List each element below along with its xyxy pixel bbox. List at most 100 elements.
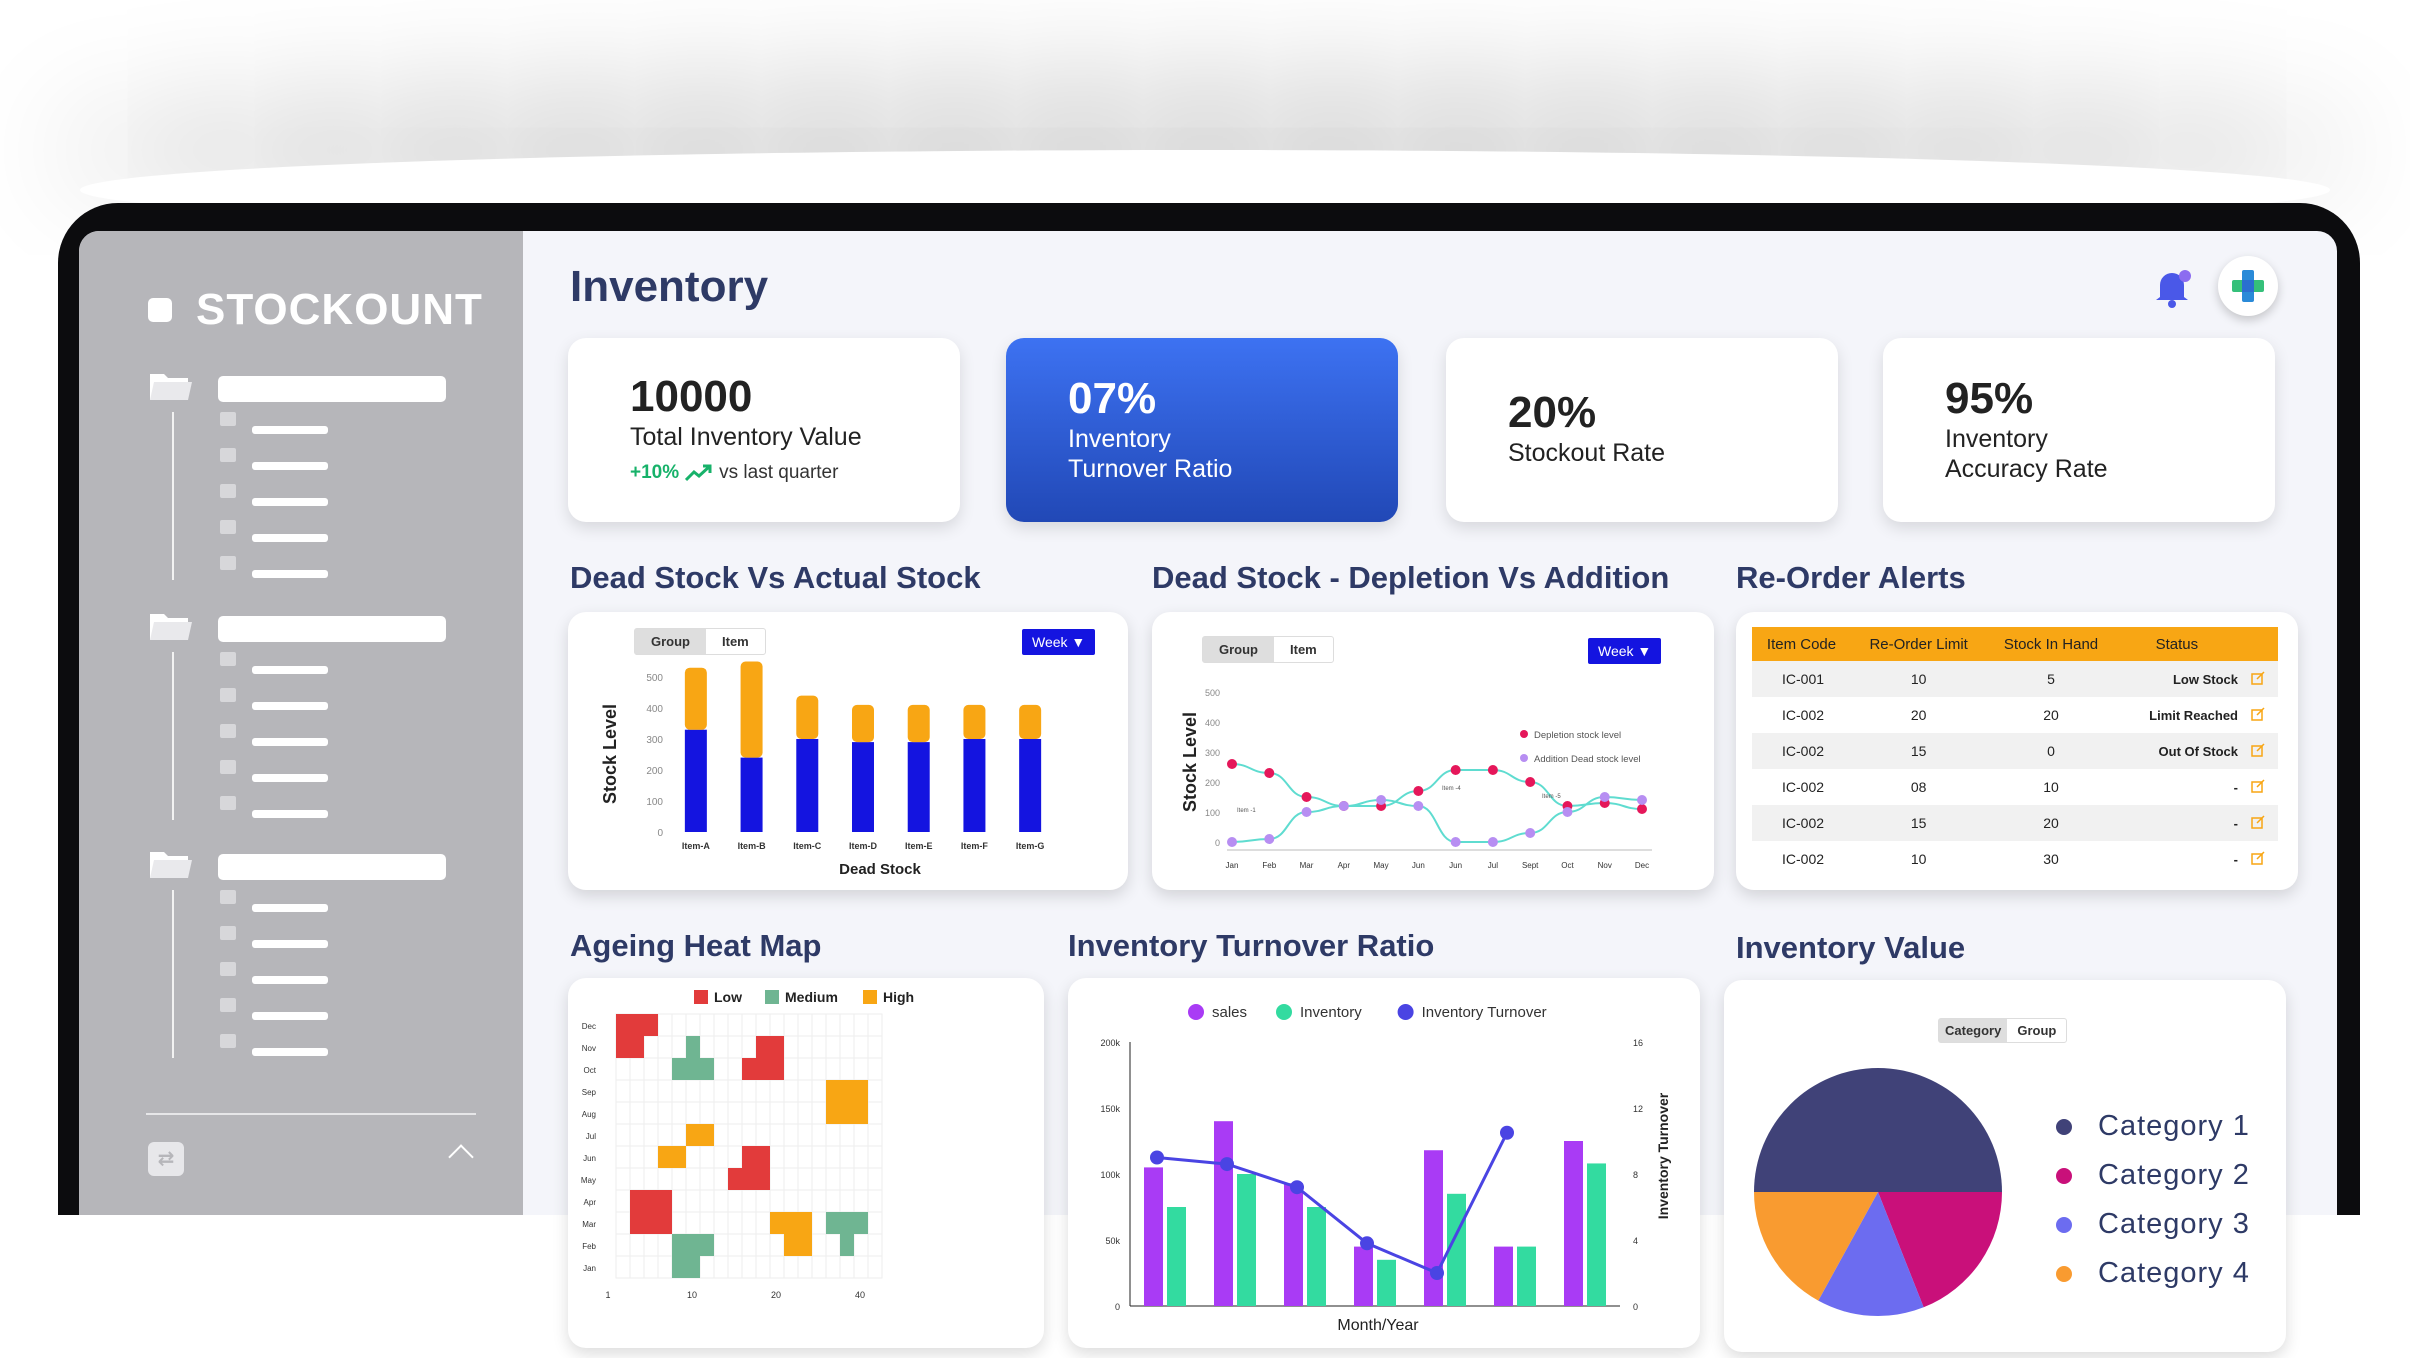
sidebar-folder-label[interactable] bbox=[218, 854, 446, 880]
heatmap-grid-cell bbox=[811, 1079, 827, 1103]
toggle-group[interactable]: Group bbox=[635, 629, 706, 654]
sidebar-divider bbox=[146, 1113, 476, 1115]
heatmap-grid-cell bbox=[839, 1123, 855, 1147]
table-row[interactable]: IC-002 20 20 Limit Reached bbox=[1752, 697, 2278, 733]
toggle-item[interactable]: Item bbox=[1290, 642, 1317, 657]
heatmap-grid-cell bbox=[755, 1013, 771, 1037]
toggle-group[interactable]: Group bbox=[2017, 1023, 2057, 1038]
heatmap-grid-cell bbox=[811, 1101, 827, 1125]
x-tick-label: Nov bbox=[1598, 861, 1612, 870]
edit-icon[interactable] bbox=[2238, 733, 2278, 769]
heatmap-grid-cell bbox=[755, 1189, 771, 1213]
table-row[interactable]: IC-002 15 0 Out Of Stock bbox=[1752, 733, 2278, 769]
turnover-point bbox=[1430, 1266, 1444, 1280]
heatmap-grid-cell bbox=[713, 1035, 729, 1059]
x-tick-label: Oct bbox=[1561, 861, 1574, 870]
table-row[interactable]: IC-001 10 5 Low Stock bbox=[1752, 661, 2278, 697]
sidebar-item-label[interactable] bbox=[252, 976, 328, 984]
heatmap-grid-cell bbox=[629, 1123, 645, 1147]
table-row[interactable]: IC-002 15 20- bbox=[1752, 805, 2278, 841]
heatmap-grid-cell bbox=[867, 1057, 883, 1081]
group-item-toggle[interactable]: Group Item bbox=[1202, 636, 1334, 663]
sidebar-item-label[interactable] bbox=[252, 810, 328, 818]
y-tick-label: Jul bbox=[586, 1132, 596, 1141]
kpi-label-line2: Turnover Ratio bbox=[1068, 455, 1233, 483]
edit-icon[interactable] bbox=[2238, 841, 2278, 877]
column-header: Re-Order Limit bbox=[1851, 627, 1987, 661]
sidebar-item-label[interactable] bbox=[252, 904, 328, 912]
heatmap-grid-cell bbox=[699, 1145, 715, 1169]
edit-icon[interactable] bbox=[2238, 697, 2278, 733]
sidebar-item-label[interactable] bbox=[252, 702, 328, 710]
heatmap-grid-cell bbox=[643, 1057, 659, 1081]
toggle-group[interactable]: Group bbox=[1203, 637, 1274, 662]
heatmap-grid-cell bbox=[643, 1145, 659, 1169]
folder-icon[interactable] bbox=[148, 608, 192, 642]
sidebar-item-label[interactable] bbox=[252, 940, 328, 948]
toggle-category[interactable]: Category bbox=[1939, 1019, 2008, 1042]
kpi-value: 10000 bbox=[630, 372, 753, 421]
kpi-turnover-ratio[interactable]: 07% Inventory Turnover Ratio bbox=[1006, 338, 1398, 522]
sidebar-item-label[interactable] bbox=[252, 426, 328, 434]
sales-bar bbox=[1284, 1183, 1303, 1306]
toggle-item[interactable]: Item bbox=[722, 634, 749, 649]
heatmap-grid-cell bbox=[727, 1211, 743, 1235]
notification-bell-icon[interactable] bbox=[2150, 265, 2194, 309]
table-cell: 30 bbox=[2043, 851, 2059, 867]
table-cell: - bbox=[2233, 779, 2238, 795]
pie-legend: Category 1 Category 2 Category 3 Category 4 bbox=[2056, 1102, 2250, 1298]
heatmap-grid-cell bbox=[867, 1255, 883, 1279]
edit-icon[interactable] bbox=[2238, 769, 2278, 805]
group-item-toggle[interactable]: Group Item bbox=[634, 628, 766, 655]
category-group-toggle[interactable]: Category Group bbox=[1938, 1018, 2068, 1043]
heatmap-grid-cell bbox=[769, 1167, 785, 1191]
sidebar-item-label[interactable] bbox=[252, 570, 328, 578]
heatmap-grid-cell bbox=[853, 1013, 869, 1037]
table-cell: IC-002 bbox=[1782, 779, 1825, 795]
table-row[interactable]: IC-002 10 30 - bbox=[1752, 841, 2278, 877]
sidebar-item-label[interactable] bbox=[252, 738, 328, 746]
folder-icon[interactable] bbox=[148, 368, 192, 402]
sidebar-folder-label[interactable] bbox=[218, 616, 446, 642]
sidebar-item-label[interactable] bbox=[252, 1012, 328, 1020]
sidebar-item-label[interactable] bbox=[252, 498, 328, 506]
legend-label: Category 2 bbox=[2098, 1159, 2250, 1191]
sidebar-item-label[interactable] bbox=[252, 1048, 328, 1056]
heatmap-block bbox=[742, 1146, 770, 1168]
heatmap-grid-cell bbox=[741, 1013, 757, 1037]
week-dropdown[interactable]: Week ▼ bbox=[1588, 638, 1662, 664]
edit-icon[interactable] bbox=[2238, 661, 2278, 697]
y-axis-label: Inventory Turnover bbox=[1655, 1092, 1671, 1219]
heatmap-grid-cell bbox=[643, 1079, 659, 1103]
heatmap-grid-cell bbox=[615, 1079, 631, 1103]
sidebar-item-label[interactable] bbox=[252, 534, 328, 542]
pie-slice bbox=[1878, 1192, 2002, 1308]
kpi-stockout-rate[interactable]: 20% Stockout Rate bbox=[1446, 338, 1838, 522]
legend-dot bbox=[1397, 1004, 1414, 1020]
app-logo[interactable]: STOCKOUNT bbox=[148, 285, 483, 335]
turnover-point bbox=[1220, 1157, 1234, 1172]
avatar[interactable] bbox=[2218, 256, 2278, 316]
depletion-chart: 0 100 200 300 400 500 Jan Feb Mar Apr May Jun Jun Jul… bbox=[1180, 688, 1652, 870]
heatmap-grid-cell bbox=[811, 1255, 827, 1279]
sidebar-folder-label[interactable] bbox=[218, 376, 446, 402]
trend-up-icon bbox=[685, 464, 712, 482]
heatmap-grid-cell bbox=[741, 1101, 757, 1125]
heatmap-block bbox=[616, 1036, 630, 1058]
table-row[interactable]: IC-002 08 10 - bbox=[1752, 769, 2278, 805]
sidebar-item-label[interactable] bbox=[252, 462, 328, 470]
y-tick-label: Sep bbox=[582, 1088, 597, 1097]
heatmap-card bbox=[568, 978, 1044, 1348]
kpi-total-inventory-value[interactable]: 10000 Total Inventory Value +10% vs last… bbox=[568, 338, 960, 522]
swap-icon[interactable]: ⇄ bbox=[148, 1142, 184, 1176]
legend-label: High bbox=[883, 989, 914, 1005]
x-tick-label: 10 bbox=[687, 1290, 697, 1300]
kpi-accuracy-rate[interactable]: 95% Inventory Accuracy Rate bbox=[1883, 338, 2275, 522]
sidebar-item-label[interactable] bbox=[252, 666, 328, 674]
heatmap-grid-cell bbox=[727, 1233, 743, 1257]
folder-icon[interactable] bbox=[148, 846, 192, 880]
week-dropdown[interactable]: Week ▼ bbox=[1022, 629, 1096, 655]
heatmap-grid-cell bbox=[741, 1189, 757, 1213]
sidebar-item-label[interactable] bbox=[252, 774, 328, 782]
edit-icon[interactable] bbox=[2238, 805, 2278, 841]
